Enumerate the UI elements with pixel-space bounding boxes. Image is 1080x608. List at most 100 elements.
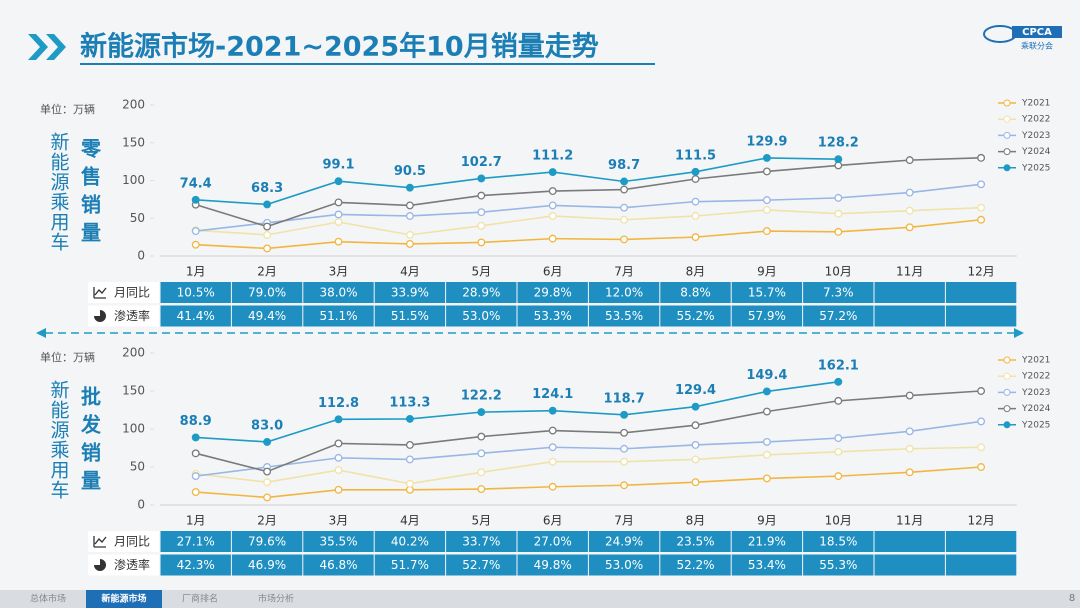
- table-cell: [374, 531, 446, 552]
- data-point: [834, 472, 843, 481]
- table-cell-text: 53.0%: [462, 309, 500, 323]
- table-cell: [945, 531, 1017, 552]
- chart-title: 零售销量: [78, 138, 102, 250]
- legend-label: Y2025: [1021, 163, 1050, 173]
- pie-icon: [94, 559, 106, 571]
- data-point: [334, 485, 343, 494]
- data-point: [691, 167, 700, 176]
- table-cell-text: 57.9%: [748, 309, 786, 323]
- legend-label: Y2025: [1021, 420, 1050, 430]
- y-tick-label: 100: [122, 173, 145, 187]
- table-cell: [874, 282, 945, 303]
- data-label: 129.4: [675, 383, 716, 398]
- table-cell-text: 12.0%: [605, 286, 643, 300]
- data-point: [477, 238, 486, 247]
- x-tick-label: 9月: [757, 265, 777, 279]
- table-cell-text: 38.0%: [319, 286, 357, 300]
- table-cell: [517, 554, 588, 576]
- table-cell-text: 7.3%: [823, 286, 854, 300]
- table-cell-text: 53.3%: [534, 309, 572, 323]
- data-point: [762, 196, 771, 205]
- data-point: [263, 437, 272, 446]
- x-tick-label: 4月: [400, 265, 420, 279]
- table-cell: [374, 305, 446, 327]
- data-point: [905, 391, 914, 400]
- data-point: [548, 457, 557, 466]
- data-label: 98.7: [608, 158, 640, 173]
- y-tick-label: 150: [122, 135, 145, 149]
- table-cell-text: 46.8%: [319, 558, 357, 572]
- data-point: [405, 414, 414, 423]
- table-cell: [231, 531, 303, 552]
- page-number: 8: [1069, 593, 1075, 604]
- series-line: [195, 157, 839, 206]
- table-cell: [731, 305, 803, 327]
- data-point: [334, 210, 343, 219]
- legend-marker: [1003, 115, 1011, 123]
- legend-marker: [1003, 99, 1011, 107]
- table-cell-text: 35.5%: [319, 535, 357, 549]
- table-label-cell: [88, 554, 159, 576]
- table-cell: [588, 282, 660, 303]
- data-point: [263, 467, 272, 476]
- data-point: [477, 449, 486, 458]
- table-cell-text: 10.5%: [177, 286, 215, 300]
- footer-tab: 市场分析: [258, 593, 294, 605]
- data-point: [691, 233, 700, 242]
- table-cell: [660, 305, 731, 327]
- x-tick-label: 10月: [825, 265, 852, 279]
- data-point: [334, 198, 343, 207]
- series-line: [195, 466, 982, 499]
- table-cell-text: 52.2%: [676, 558, 714, 572]
- slide-title: 新能源市场-2021~2025年10月销量走势: [80, 31, 599, 63]
- data-point: [191, 240, 200, 249]
- legend-label: Y2023: [1021, 131, 1050, 141]
- table-cell-text: 55.2%: [676, 309, 714, 323]
- legend-marker: [1003, 164, 1011, 172]
- data-point: [191, 433, 200, 442]
- data-label: 88.9: [180, 414, 212, 429]
- table-cell: [731, 554, 803, 576]
- table-cell: [660, 554, 731, 576]
- chart-title: 批发销量: [78, 385, 102, 498]
- table-cell: [160, 282, 231, 303]
- data-point: [762, 227, 771, 236]
- legend-marker: [1003, 388, 1011, 396]
- data-point: [691, 175, 700, 183]
- table-cell: [160, 554, 231, 576]
- table-cell: [374, 554, 446, 576]
- data-label: 118.7: [604, 391, 645, 406]
- table-cell-text: 33.7%: [462, 535, 500, 549]
- data-label: 124.1: [532, 387, 573, 402]
- table-cell: [660, 282, 731, 303]
- legend-label: Y2021: [1021, 99, 1050, 109]
- table-cell-text: 42.3%: [177, 558, 215, 572]
- data-point: [620, 428, 629, 437]
- data-point: [334, 415, 343, 424]
- data-point: [263, 222, 272, 231]
- table-cell-text: 15.7%: [748, 286, 786, 300]
- y-tick-label: 150: [122, 384, 145, 398]
- table-label-cell: [88, 305, 159, 327]
- table-cell-text: 49.8%: [534, 558, 572, 572]
- x-tick-label: 1月: [186, 514, 206, 528]
- series-line: [195, 381, 839, 443]
- table-row-label: 渗透率: [114, 557, 150, 572]
- data-point: [405, 201, 414, 210]
- x-tick-label: 11月: [896, 265, 923, 279]
- data-point: [905, 427, 914, 436]
- data-point: [263, 244, 272, 253]
- table-cell-text: 28.9%: [462, 286, 500, 300]
- series-line: [195, 206, 982, 236]
- table-cell-text: 24.9%: [605, 535, 643, 549]
- data-point: [191, 472, 200, 481]
- data-point: [762, 205, 771, 214]
- data-point: [405, 239, 414, 248]
- legend-marker: [1003, 421, 1011, 429]
- table-cell: [945, 305, 1017, 327]
- data-label: 162.1: [818, 358, 859, 373]
- data-point: [548, 443, 557, 452]
- x-tick-label: 7月: [614, 514, 634, 528]
- data-point: [191, 227, 200, 236]
